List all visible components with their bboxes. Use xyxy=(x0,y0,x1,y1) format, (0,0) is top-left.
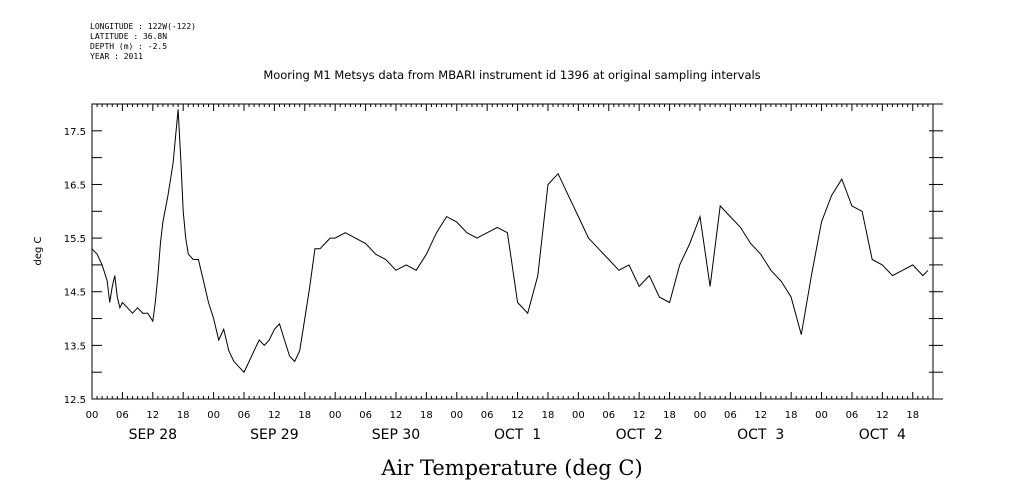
x-hour-label: 06 xyxy=(602,410,615,421)
x-hour-label: 00 xyxy=(815,410,828,421)
y-tick-labels: 12.5 13.5 14.5 15.5 16.5 17.5 xyxy=(64,127,86,406)
chart-title: Mooring M1 Metsys data from MBARI instru… xyxy=(263,68,760,82)
y-tick-label: 16.5 xyxy=(64,180,86,191)
x-hour-label: 18 xyxy=(177,410,190,421)
x-hour-label: 00 xyxy=(86,410,99,421)
y-axis-label: deg C xyxy=(33,236,44,265)
y-tick-label: 14.5 xyxy=(64,288,86,299)
x-hour-label: 06 xyxy=(846,410,859,421)
x-hour-label: 06 xyxy=(724,410,737,421)
y-tick-label: 12.5 xyxy=(64,395,86,406)
x-axis-label: Air Temperature (deg C) xyxy=(380,456,642,480)
x-hour-label: 18 xyxy=(298,410,311,421)
x-day-label: OCT 2 xyxy=(616,427,663,443)
x-hour-labels: 00 06 12 18 00 06 12 18 00 06 12 18 00 06 12 18 00 06 12 18… xyxy=(86,410,919,421)
temperature-series-line xyxy=(91,109,929,374)
x-hour-label: 06 xyxy=(116,410,129,421)
x-hour-label: 00 xyxy=(329,410,342,421)
metadata-header: LONGITUDE : 122W(-122) LATITUDE : 36.8N … xyxy=(90,22,196,61)
x-hour-label: 00 xyxy=(450,410,463,421)
y-tick-label: 15.5 xyxy=(64,234,86,245)
plot-frame xyxy=(91,103,934,400)
x-day-label: SEP 28 xyxy=(129,427,177,443)
x-hour-label: 12 xyxy=(268,410,281,421)
x-day-labels: SEP 28 SEP 29 SEP 30 OCT 1 OCT 2 OCT 3 OCT 4 xyxy=(129,427,906,443)
x-hour-label: 18 xyxy=(663,410,676,421)
latitude-text: LATITUDE : 36.8N xyxy=(90,32,167,41)
x-hour-label: 12 xyxy=(754,410,767,421)
x-day-label: SEP 29 xyxy=(250,427,298,443)
x-hour-label: 12 xyxy=(146,410,159,421)
depth-text: DEPTH (m) : -2.5 xyxy=(90,42,167,51)
y-tick-label: 13.5 xyxy=(64,341,86,352)
x-hour-label: 06 xyxy=(238,410,251,421)
x-hour-label: 18 xyxy=(906,410,919,421)
x-hour-label: 12 xyxy=(876,410,889,421)
x-day-label: OCT 1 xyxy=(494,427,541,443)
longitude-text: LONGITUDE : 122W(-122) xyxy=(90,22,196,31)
y-tick-label: 17.5 xyxy=(64,127,86,138)
x-hour-label: 18 xyxy=(542,410,555,421)
x-hour-label: 06 xyxy=(481,410,494,421)
x-hour-label: 12 xyxy=(511,410,524,421)
x-day-label: OCT 3 xyxy=(737,427,784,443)
x-hour-label: 12 xyxy=(633,410,646,421)
x-hour-label: 18 xyxy=(420,410,433,421)
x-hour-label: 06 xyxy=(359,410,372,421)
year-text: YEAR : 2011 xyxy=(90,52,143,61)
x-hour-label: 00 xyxy=(572,410,585,421)
x-day-label: SEP 30 xyxy=(372,427,420,443)
axis-ticks xyxy=(91,103,943,400)
x-hour-label: 18 xyxy=(785,410,798,421)
x-hour-label: 00 xyxy=(207,410,220,421)
x-hour-label: 12 xyxy=(390,410,403,421)
x-day-label: OCT 4 xyxy=(859,427,906,443)
x-hour-label: 00 xyxy=(694,410,707,421)
